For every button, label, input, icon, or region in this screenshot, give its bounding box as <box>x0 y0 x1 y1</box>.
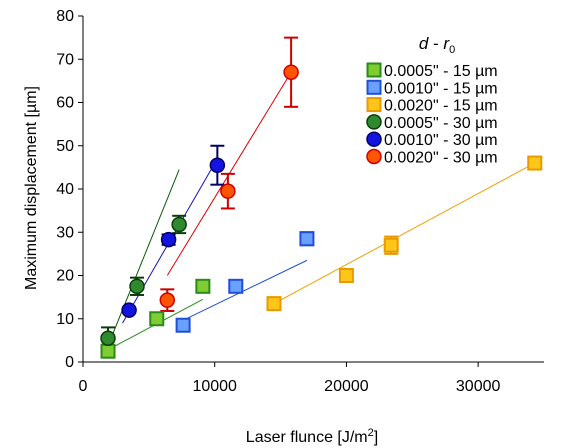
y-tick-label: 0 <box>65 354 74 371</box>
legend: 0.0005" - 15 µm0.0010" - 15 µm0.0020" - … <box>366 62 498 167</box>
x-tick-label: 10000 <box>192 378 237 395</box>
legend-title-sub: 0 <box>449 44 455 56</box>
x-axis-title: Laser flunce [J/m2] <box>246 427 378 446</box>
series-2-point <box>228 278 244 294</box>
series-4-point <box>171 216 187 233</box>
error-bars <box>101 36 399 351</box>
y-tick-label: 40 <box>56 181 74 198</box>
legend-title-r: r <box>443 34 450 53</box>
legend-title-sep: - <box>428 34 443 53</box>
x-tick-label: 20000 <box>324 378 369 395</box>
y-tick-label: 10 <box>56 311 74 328</box>
series-2-legend-label: 0.0010" - 15 µm <box>384 80 498 97</box>
series-5-legend-label: 0.0010" - 30 µm <box>384 132 498 149</box>
series-1-point <box>195 278 211 294</box>
data-markers <box>100 64 543 359</box>
series-3-point <box>527 155 543 171</box>
series-2-point <box>299 231 315 247</box>
axes: 0 10 20 30 40 50 60 70 80 0 10000 20000 30000 <box>56 8 544 395</box>
y-tick-label: 30 <box>56 224 74 241</box>
series-6-point <box>283 64 299 80</box>
series-4-legend-swatch <box>366 114 382 130</box>
series-6-point <box>220 183 236 199</box>
series-5-point <box>209 157 226 173</box>
x-axis-title-main: Laser flunce [J/m <box>246 429 368 446</box>
x-tick-label: 30000 <box>456 378 501 395</box>
x-axis-title-sup: 2 <box>368 427 374 439</box>
series-3-legend-label: 0.0020" - 15 µm <box>384 98 498 115</box>
y-tick-label: 70 <box>56 51 74 68</box>
y-tick-label: 50 <box>56 138 74 155</box>
series-4-point <box>129 278 145 295</box>
y-tick-label: 20 <box>56 268 74 285</box>
x-tick-label: 0 <box>79 378 88 395</box>
y-axis-title: Maximum displacement [µm] <box>23 86 40 290</box>
series-3-fit-line <box>273 162 536 305</box>
series-4-point <box>100 330 116 346</box>
series-3-legend-swatch <box>366 97 382 113</box>
series-6-legend-label: 0.0020" - 30 µm <box>384 150 498 167</box>
legend-title: d - r0 <box>419 34 455 56</box>
series-1-legend-label: 0.0005" - 15 µm <box>384 63 498 80</box>
series-4-fit-line <box>106 169 180 350</box>
y-tick-label: 60 <box>56 95 74 112</box>
legend-title-d: d <box>419 34 429 53</box>
series-5-legend-swatch <box>366 131 382 147</box>
x-axis-title-end: ] <box>374 429 378 446</box>
series-3-point <box>338 268 354 283</box>
series-5-point <box>160 231 177 248</box>
series-3-point <box>266 296 282 312</box>
series-5-point <box>121 302 137 318</box>
series-1-legend-swatch <box>366 62 382 78</box>
series-2-fit-line <box>181 259 308 322</box>
series-3-point <box>383 237 399 253</box>
series-6-point <box>159 292 176 308</box>
series-2-legend-swatch <box>366 79 382 95</box>
series-1-point <box>100 343 116 359</box>
series-2-point <box>175 317 191 333</box>
series-6-legend-swatch <box>366 148 382 165</box>
series-4-legend-label: 0.0005" - 30 µm <box>384 115 498 132</box>
y-tick-label: 80 <box>56 8 74 25</box>
series-1-point <box>149 311 165 327</box>
